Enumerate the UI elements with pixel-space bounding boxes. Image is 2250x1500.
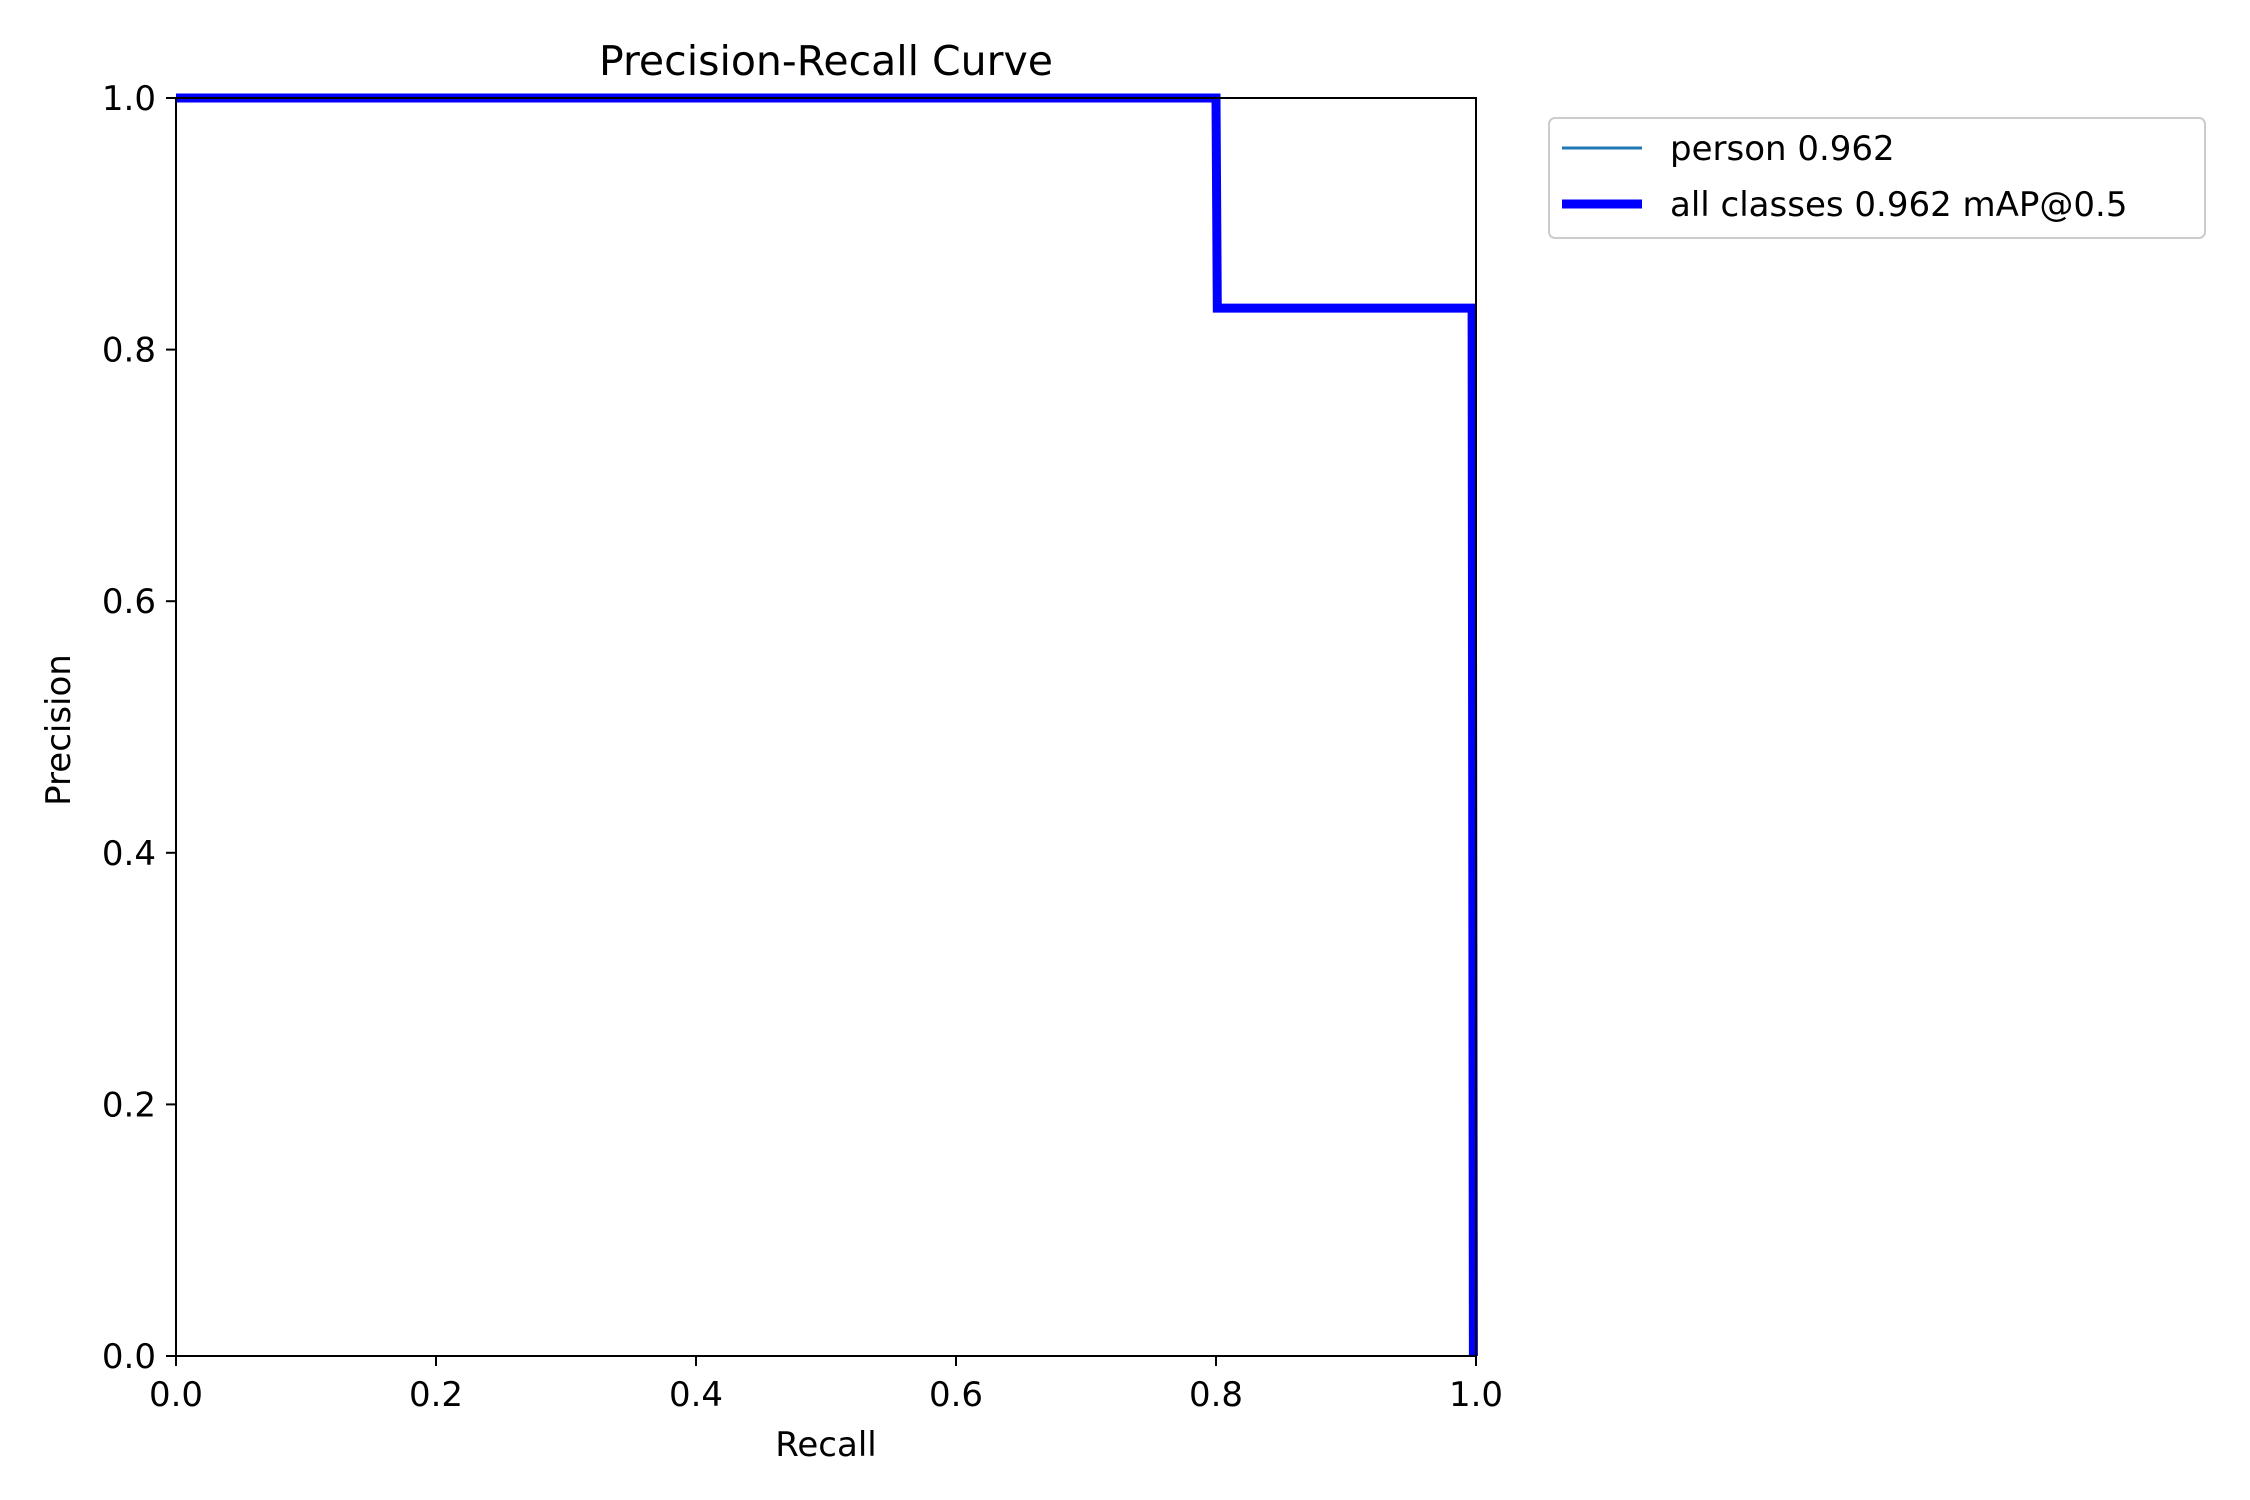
y-tick-label: 0.6: [102, 582, 156, 622]
legend-label-0: person 0.962: [1670, 129, 1895, 169]
plot-frame: [175, 97, 1477, 1357]
ticks-layer: 0.0 0.2 0.4 0.6 0.8 1.0 0.0 0.2 0.4 0.6 0.8 1.0: [102, 79, 1503, 1415]
series-line-0: [176, 96, 1475, 1357]
legend: person 0.962 all classes 0.962 mAP@0.5: [1548, 117, 2206, 239]
x-tick-label: 1.0: [1449, 1375, 1503, 1415]
x-tick-label: 0.4: [669, 1375, 723, 1415]
x-tick-label: 0.2: [409, 1375, 463, 1415]
y-axis-label: Precision: [39, 654, 79, 806]
x-tick-label: 0.8: [1189, 1375, 1243, 1415]
chart-title: Precision-Recall Curve: [599, 37, 1053, 85]
y-tick-label: 0.8: [102, 331, 156, 371]
x-tick-label: 0.6: [929, 1375, 983, 1415]
y-tick-label: 0.4: [102, 834, 156, 874]
series-line-1: [176, 93, 1478, 1357]
legend-box: [1548, 117, 2206, 239]
y-tick-label: 1.0: [102, 79, 156, 119]
y-tick-label: 0.2: [102, 1085, 156, 1125]
series-layer: [176, 93, 1478, 1357]
x-axis-label: Recall: [775, 1425, 876, 1465]
y-tick-label: 0.0: [102, 1337, 156, 1377]
x-tick-label: 0.0: [149, 1375, 203, 1415]
legend-label-1: all classes 0.962 mAP@0.5: [1670, 185, 2127, 225]
